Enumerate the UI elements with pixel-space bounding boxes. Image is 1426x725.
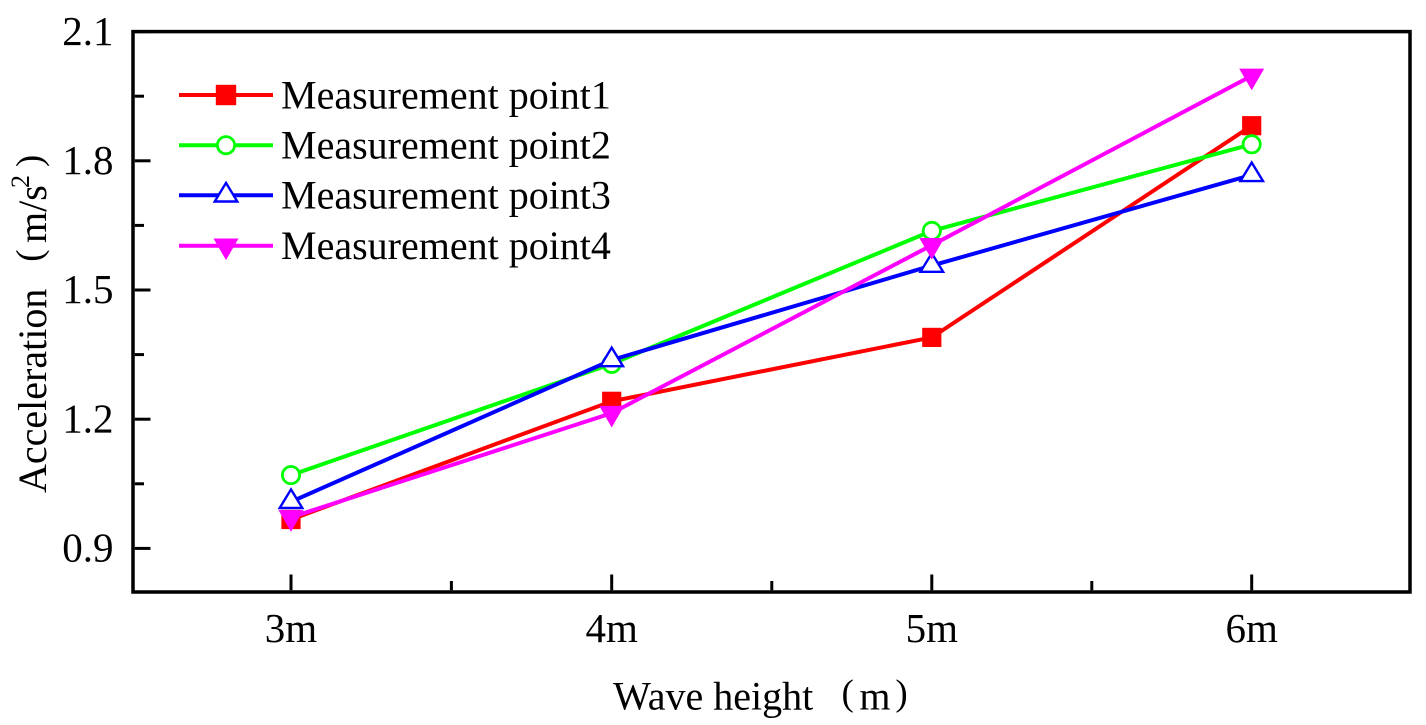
svg-text:3m: 3m [265, 605, 318, 651]
svg-text:Measurement point1: Measurement point1 [281, 72, 611, 117]
svg-text:): ) [895, 673, 907, 714]
svg-text:m: m [859, 674, 890, 719]
svg-text:(: ( [842, 673, 854, 714]
svg-text:2.1: 2.1 [62, 8, 113, 54]
svg-text:4m: 4m [585, 605, 638, 651]
svg-text:1.5: 1.5 [62, 266, 113, 312]
svg-text:0.9: 0.9 [62, 525, 113, 571]
svg-text:Measurement point3: Measurement point3 [281, 173, 611, 218]
svg-text:): ) [10, 155, 51, 167]
svg-text:1.8: 1.8 [62, 137, 113, 183]
svg-text:1.2: 1.2 [62, 395, 113, 441]
svg-text:(: ( [10, 249, 51, 261]
svg-text:m/s: m/s [10, 185, 55, 243]
svg-text:Wave height: Wave height [613, 674, 813, 719]
svg-text:6m: 6m [1225, 605, 1278, 651]
svg-text:5m: 5m [906, 605, 959, 651]
svg-text:Measurement point4: Measurement point4 [281, 223, 611, 268]
svg-text:2: 2 [6, 175, 35, 188]
svg-text:Acceleration: Acceleration [10, 289, 55, 493]
svg-text:Measurement point2: Measurement point2 [281, 123, 611, 168]
